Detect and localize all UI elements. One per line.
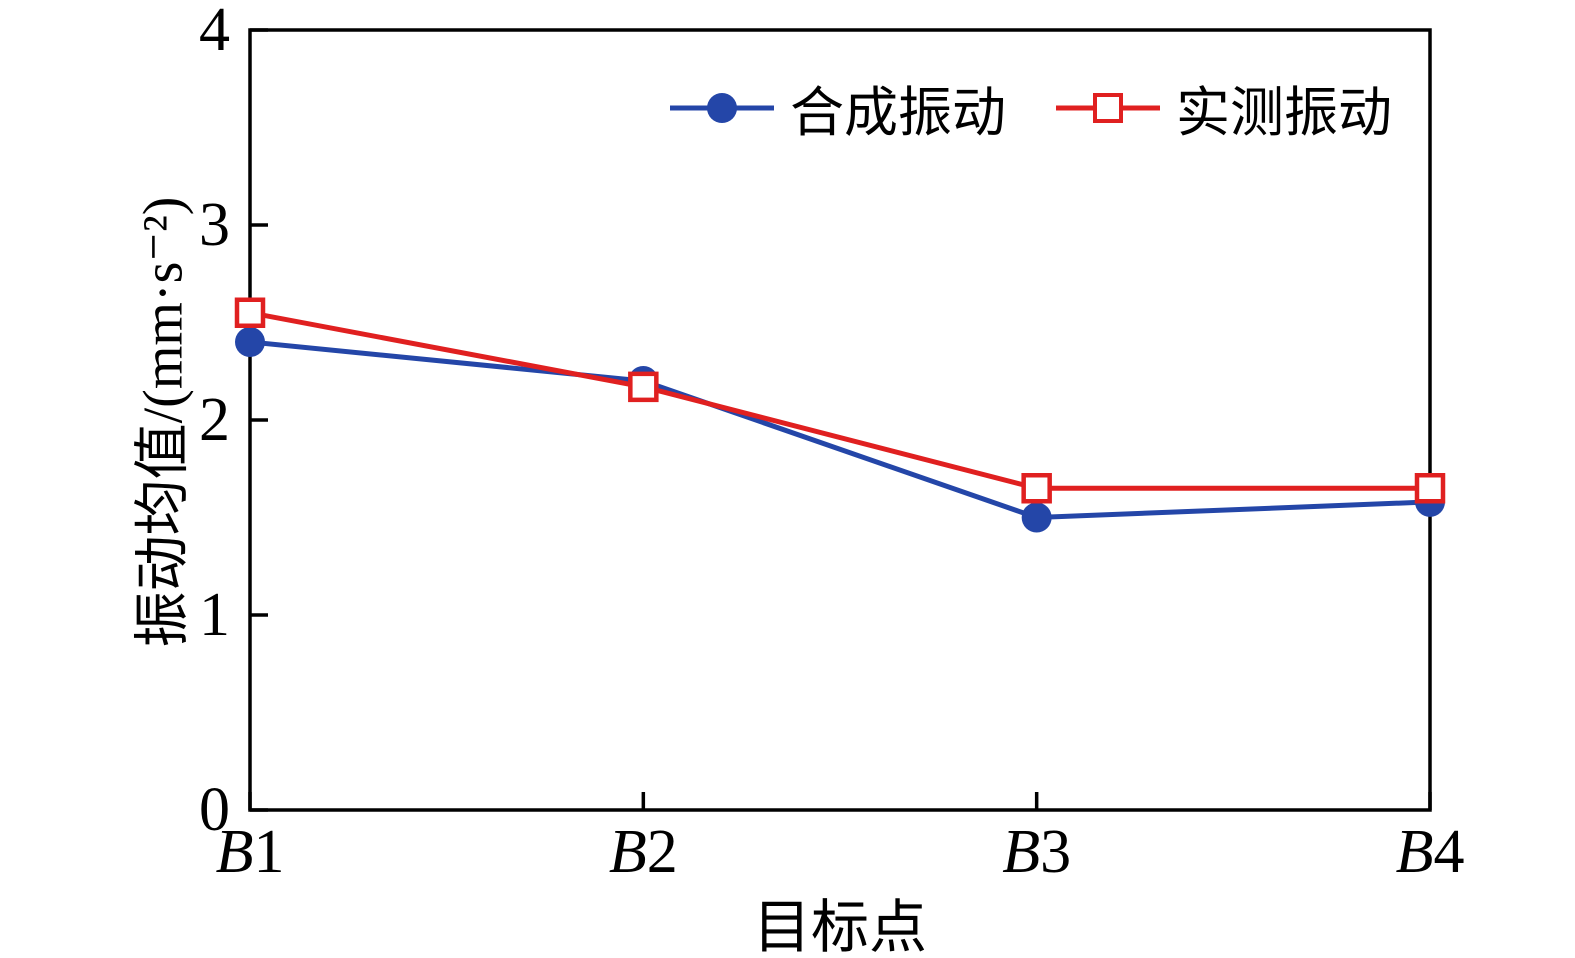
data-marker-circle	[235, 327, 265, 357]
legend-square-marker	[1093, 92, 1123, 123]
series-line-1	[249, 310, 1430, 491]
legend-marker-square-icon	[1056, 92, 1160, 123]
data-marker-circle	[1021, 502, 1052, 533]
x-tick-label: B3	[1002, 818, 1071, 886]
y-tick-label: 2	[199, 386, 230, 454]
data-marker-square	[1414, 473, 1446, 504]
x-tick-label: B2	[609, 818, 678, 886]
series-line-0	[249, 339, 1431, 521]
legend-entry-measured: 实测振动	[1054, 68, 1392, 147]
data-marker-square	[1021, 473, 1052, 504]
y-tick-label: 0	[199, 776, 230, 844]
legend-marker-circle-icon	[670, 92, 774, 123]
legend-label-measured: 实测振动	[1176, 83, 1392, 143]
plot-frame	[248, 28, 1432, 812]
data-marker-square	[628, 371, 659, 403]
x-axis-title: 目标点	[752, 895, 928, 958]
legend-entry-synthesized: 合成振动	[668, 68, 1006, 147]
chart-legend: 合成振动 实测振动	[668, 68, 1392, 147]
x-tick-label: B1	[216, 818, 285, 886]
legend-label-synthesized: 合成振动	[790, 83, 1006, 143]
y-tick-label: 4	[199, 0, 230, 64]
legend-circle-marker	[707, 92, 737, 123]
data-marker-square	[234, 297, 266, 328]
y-tick-label: 1	[199, 581, 230, 649]
y-axis-title: 振动均值/(mm·s⁻²)	[132, 196, 195, 648]
x-tick-label: B4	[1396, 818, 1465, 886]
y-tick-label: 3	[199, 191, 230, 259]
